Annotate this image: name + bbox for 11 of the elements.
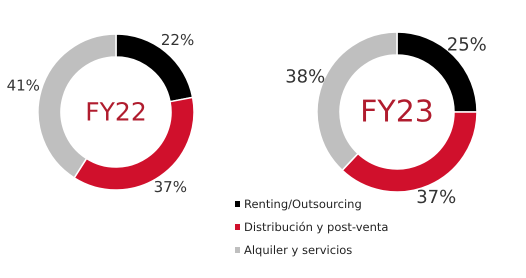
text: FY23 xyxy=(360,94,434,130)
data-label: 37% xyxy=(154,178,187,196)
legend-label: Distribución y post-venta xyxy=(244,220,388,234)
legend-label: Renting/Outsourcing xyxy=(244,197,362,212)
data-label: 41% xyxy=(6,76,40,94)
data-label: 37% xyxy=(416,187,456,208)
data-label: 25% xyxy=(446,34,487,56)
text: FY22 xyxy=(85,98,147,126)
data-label: 38% xyxy=(285,66,326,88)
legend-label: Alquiler y servicios xyxy=(244,243,352,258)
data-label: 22% xyxy=(160,31,194,50)
